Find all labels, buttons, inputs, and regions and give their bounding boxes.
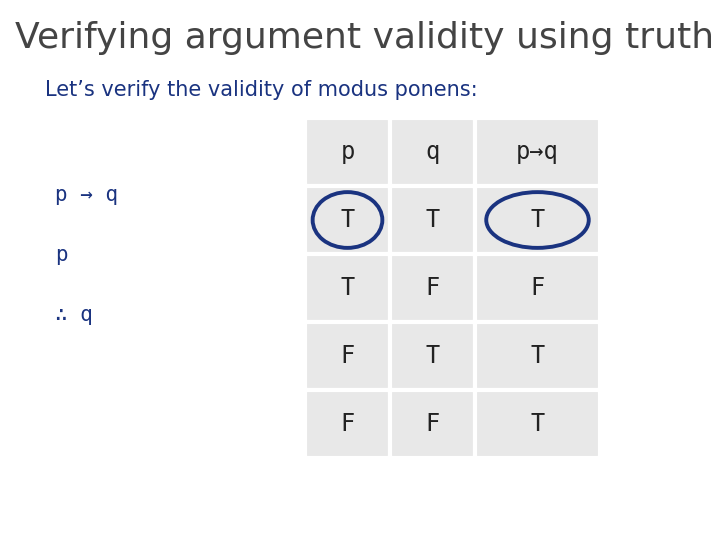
FancyBboxPatch shape <box>390 254 475 322</box>
FancyBboxPatch shape <box>305 186 390 254</box>
Text: F: F <box>341 344 355 368</box>
Text: T: T <box>426 344 440 368</box>
Text: Let’s verify the validity of modus ponens:: Let’s verify the validity of modus ponen… <box>45 80 477 100</box>
Text: F: F <box>426 412 440 436</box>
Text: ∴ q: ∴ q <box>55 305 93 325</box>
FancyBboxPatch shape <box>390 118 475 186</box>
FancyBboxPatch shape <box>390 322 475 390</box>
FancyBboxPatch shape <box>475 118 600 186</box>
FancyBboxPatch shape <box>305 118 390 186</box>
Text: p→q: p→q <box>516 140 559 164</box>
Text: T: T <box>531 412 544 436</box>
FancyBboxPatch shape <box>390 186 475 254</box>
Text: T: T <box>341 276 355 300</box>
FancyBboxPatch shape <box>305 254 390 322</box>
Text: T: T <box>531 344 544 368</box>
Text: T: T <box>426 208 440 232</box>
Text: p: p <box>341 140 355 164</box>
Text: p → q: p → q <box>55 185 118 205</box>
FancyBboxPatch shape <box>475 254 600 322</box>
FancyBboxPatch shape <box>475 390 600 458</box>
Text: F: F <box>426 276 440 300</box>
Text: p: p <box>55 245 68 265</box>
FancyBboxPatch shape <box>305 322 390 390</box>
FancyBboxPatch shape <box>475 322 600 390</box>
Text: T: T <box>531 208 544 232</box>
Text: T: T <box>341 208 355 232</box>
FancyBboxPatch shape <box>390 390 475 458</box>
Text: F: F <box>341 412 355 436</box>
Text: Verifying argument validity using truth tables: Verifying argument validity using truth … <box>15 21 720 55</box>
FancyBboxPatch shape <box>475 186 600 254</box>
Text: F: F <box>531 276 544 300</box>
Text: q: q <box>426 140 440 164</box>
FancyBboxPatch shape <box>305 390 390 458</box>
